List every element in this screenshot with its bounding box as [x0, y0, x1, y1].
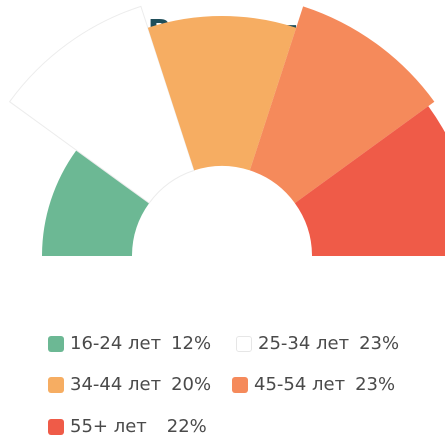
rose-sector-1[interactable]: [42, 150, 150, 256]
legend-swatch-45-54: [232, 376, 248, 393]
legend-label-45-54: 45-54 лет: [254, 374, 346, 395]
legend-swatch-55plus: [48, 418, 64, 435]
legend-label-55plus: 55+ лет: [70, 416, 147, 437]
legend-label-34-44: 34-44 лет: [70, 374, 162, 395]
legend-value-45-54: 23%: [355, 374, 396, 395]
legend-swatch-34-44: [48, 376, 64, 393]
legend-item-16-24[interactable]: 16-24 лет 12%: [48, 333, 211, 354]
legend-value-34-44: 20%: [171, 374, 212, 395]
legend-item-45-54[interactable]: 45-54 лет 23%: [232, 374, 395, 395]
legend-value-55plus: 22%: [166, 416, 207, 437]
rose-sector-4[interactable]: [249, 6, 435, 204]
legend-item-55plus[interactable]: 55+ лет 22%: [48, 416, 207, 437]
age-rose-chart: [8, 5, 445, 256]
legend-value-25-34: 23%: [359, 333, 400, 354]
legend-swatch-16-24: [48, 335, 64, 352]
legend-label-25-34: 25-34 лет: [258, 333, 350, 354]
legend-item-25-34[interactable]: 25-34 лет 23%: [236, 333, 399, 354]
legend-item-34-44[interactable]: 34-44 лет 20%: [48, 374, 211, 395]
legend-label-16-24: 16-24 лет: [70, 333, 162, 354]
legend-swatch-25-34: [236, 335, 252, 352]
rose-sector-3[interactable]: [147, 15, 297, 171]
legend-value-16-24: 12%: [171, 333, 212, 354]
rose-sector-2[interactable]: [8, 5, 195, 204]
rose-sector-5[interactable]: [294, 106, 445, 256]
